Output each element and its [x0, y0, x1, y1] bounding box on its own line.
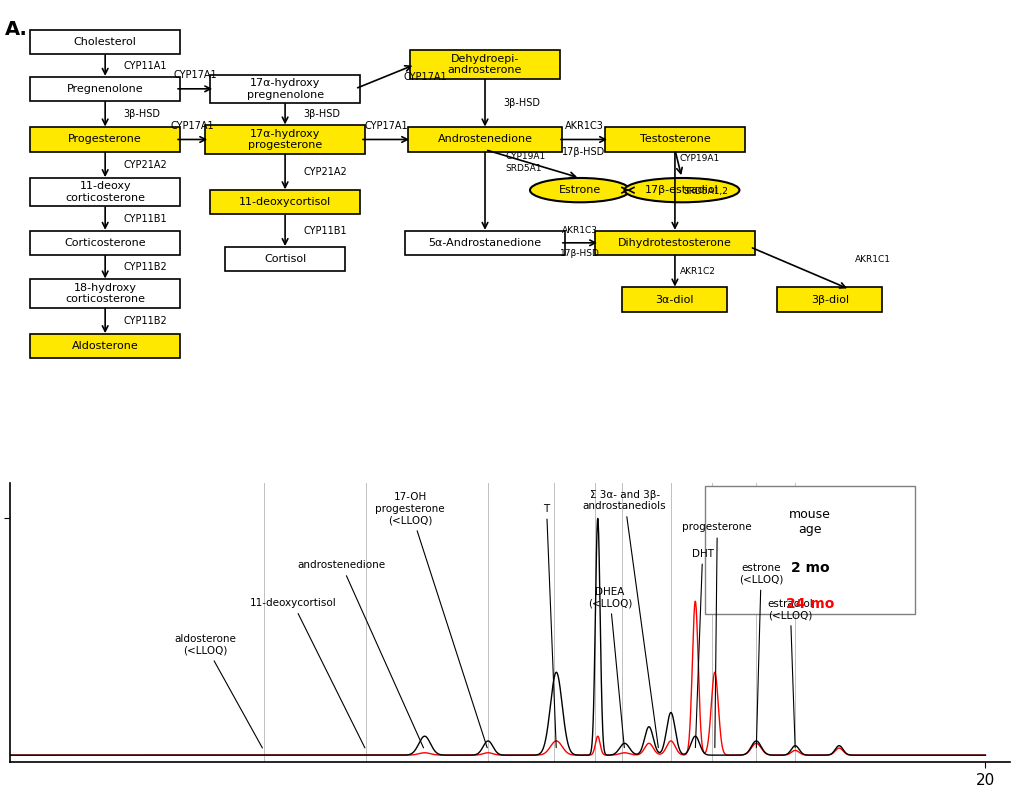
Text: CYP17A1: CYP17A1 [173, 70, 217, 80]
Text: Σ 3α- and 3β-
androstanediols: Σ 3α- and 3β- androstanediols [582, 490, 665, 748]
Text: 17α-hydroxy
progesterone: 17α-hydroxy progesterone [248, 129, 322, 150]
Text: SRD5A1: SRD5A1 [504, 164, 541, 172]
Text: Cortisol: Cortisol [264, 254, 306, 264]
Text: CYP17A1: CYP17A1 [403, 71, 446, 82]
Text: estrone
(<LLOQ): estrone (<LLOQ) [738, 563, 783, 748]
Text: CYP11B1: CYP11B1 [303, 225, 346, 236]
Text: 3β-diol: 3β-diol [810, 295, 848, 305]
FancyBboxPatch shape [408, 127, 561, 152]
FancyBboxPatch shape [622, 287, 727, 312]
Text: 17β-HSD: 17β-HSD [561, 147, 605, 156]
Text: Estrone: Estrone [558, 185, 600, 195]
FancyBboxPatch shape [405, 231, 565, 255]
Text: CYP11A1: CYP11A1 [123, 60, 166, 71]
Text: 3β-HSD: 3β-HSD [502, 98, 539, 108]
Text: 18-hydroxy
corticosterone: 18-hydroxy corticosterone [65, 283, 145, 304]
Text: 11-deoxy
corticosterone: 11-deoxy corticosterone [65, 181, 145, 203]
Text: AKR1C2: AKR1C2 [680, 267, 715, 276]
Text: CYP11B1: CYP11B1 [123, 214, 167, 223]
Text: AKR1C1: AKR1C1 [854, 255, 890, 264]
Text: Testosterone: Testosterone [639, 134, 709, 145]
Text: 11-deoxycortisol: 11-deoxycortisol [238, 197, 331, 207]
Text: 17α-hydroxy
pregnenolone: 17α-hydroxy pregnenolone [247, 78, 323, 99]
Text: Androstenedione: Androstenedione [437, 134, 532, 145]
Text: SRD5A1,2: SRD5A1,2 [683, 187, 728, 195]
Text: 24 mo: 24 mo [785, 597, 834, 611]
Text: CYP19A1: CYP19A1 [680, 154, 719, 164]
FancyBboxPatch shape [594, 231, 754, 255]
Text: CYP21A2: CYP21A2 [123, 160, 167, 170]
Text: aldosterone
(<LLOQ): aldosterone (<LLOQ) [174, 634, 262, 748]
Text: Dihydrotestosterone: Dihydrotestosterone [618, 238, 732, 248]
Text: progesterone: progesterone [682, 522, 751, 748]
FancyBboxPatch shape [604, 127, 744, 152]
Text: 11-deoxycortisol: 11-deoxycortisol [250, 599, 365, 748]
Text: 3β-HSD: 3β-HSD [303, 109, 339, 119]
Text: DHT: DHT [691, 549, 713, 748]
FancyBboxPatch shape [704, 486, 914, 614]
Text: T: T [543, 503, 555, 748]
Text: CYP21A2: CYP21A2 [303, 167, 346, 177]
Text: CYP11B2: CYP11B2 [123, 316, 167, 326]
Text: CYP19A1: CYP19A1 [504, 152, 545, 161]
FancyBboxPatch shape [776, 287, 881, 312]
Text: mouse
age: mouse age [788, 508, 830, 536]
FancyBboxPatch shape [225, 247, 344, 272]
Text: estradiol
(<LLOQ): estradiol (<LLOQ) [766, 599, 812, 748]
FancyBboxPatch shape [31, 231, 180, 255]
Text: AKR1C3: AKR1C3 [564, 121, 603, 130]
FancyBboxPatch shape [31, 178, 180, 206]
Text: 3α-diol: 3α-diol [655, 295, 694, 305]
Text: Corticosterone: Corticosterone [64, 238, 146, 248]
Text: CYP17A1: CYP17A1 [364, 121, 408, 130]
FancyBboxPatch shape [205, 125, 365, 154]
Text: Dehydroepi-
androsterone: Dehydroepi- androsterone [447, 54, 522, 75]
Text: A.: A. [5, 20, 29, 39]
Text: Pregnenolone: Pregnenolone [67, 84, 144, 94]
Text: 17β-estradiol: 17β-estradiol [644, 185, 718, 195]
FancyBboxPatch shape [210, 75, 360, 103]
Text: 17-OH
progesterone
(<LLOQ): 17-OH progesterone (<LLOQ) [375, 492, 487, 748]
Text: DHEA
(<LLOQ): DHEA (<LLOQ) [587, 587, 632, 748]
FancyBboxPatch shape [31, 279, 180, 307]
Text: CYP17A1: CYP17A1 [170, 121, 214, 130]
Text: AKR1C3: AKR1C3 [561, 225, 597, 235]
FancyBboxPatch shape [210, 190, 360, 214]
Text: androstenedione: androstenedione [298, 561, 423, 748]
Text: 17β-HSD: 17β-HSD [559, 249, 599, 258]
FancyBboxPatch shape [410, 50, 559, 79]
Ellipse shape [530, 178, 630, 202]
FancyBboxPatch shape [31, 30, 180, 54]
FancyBboxPatch shape [31, 334, 180, 358]
Text: 5α-Androstanedione: 5α-Androstanedione [428, 238, 541, 248]
Ellipse shape [624, 178, 739, 202]
FancyBboxPatch shape [31, 77, 180, 101]
Text: CYP11B2: CYP11B2 [123, 262, 167, 272]
Text: 2 mo: 2 mo [790, 561, 828, 575]
Text: Progesterone: Progesterone [68, 134, 142, 145]
Text: 3β-HSD: 3β-HSD [123, 109, 160, 119]
Text: Aldosterone: Aldosterone [71, 341, 139, 351]
FancyBboxPatch shape [31, 127, 180, 152]
Text: Cholesterol: Cholesterol [73, 37, 137, 47]
